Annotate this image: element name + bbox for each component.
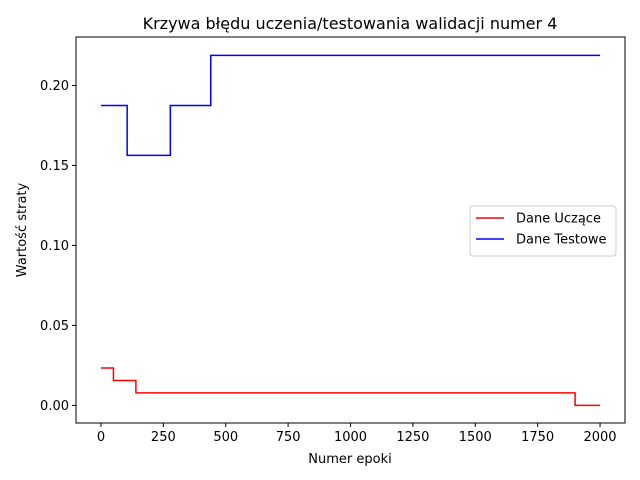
y-tick-label-1: 0.05 xyxy=(40,319,69,334)
y-tick-label-0: 0.00 xyxy=(40,399,69,414)
chart-title: Krzywa błędu uczenia/testowania walidacj… xyxy=(143,14,558,33)
x-tick-label-3: 750 xyxy=(276,430,301,445)
series-line-1 xyxy=(100,367,601,407)
x-tick-label-0: 0 xyxy=(97,430,105,445)
y-tick-label-2: 0.10 xyxy=(40,239,69,254)
x-axis-label: Numer epoki xyxy=(308,452,391,467)
series-layer xyxy=(100,54,601,407)
x-tick-label-7: 1750 xyxy=(521,430,554,445)
legend-label-2: Dane Testowe xyxy=(516,233,607,248)
x-axis: 0 250 500 750 1000 1250 1500 1750 2000 xyxy=(97,423,617,445)
series-line-2 xyxy=(100,54,601,157)
x-tick-label-5: 1250 xyxy=(396,430,429,445)
legend-box xyxy=(469,205,617,257)
x-tick-label-4: 1000 xyxy=(334,430,367,445)
x-tick-label-2: 500 xyxy=(213,430,238,445)
x-tick-label-1: 250 xyxy=(151,430,176,445)
y-axis-label: Wartość straty xyxy=(15,182,30,277)
legend-label-1: Dane Uczące xyxy=(516,212,601,227)
x-tick-label-8: 2000 xyxy=(583,430,616,445)
y-tick-label-3: 0.15 xyxy=(40,159,69,174)
x-tick-label-6: 1500 xyxy=(459,430,492,445)
y-axis: 0.00 0.05 0.10 0.15 0.20 xyxy=(40,79,76,414)
legend: Dane Uczące Dane Testowe xyxy=(469,205,617,257)
y-tick-label-4: 0.20 xyxy=(40,79,69,94)
